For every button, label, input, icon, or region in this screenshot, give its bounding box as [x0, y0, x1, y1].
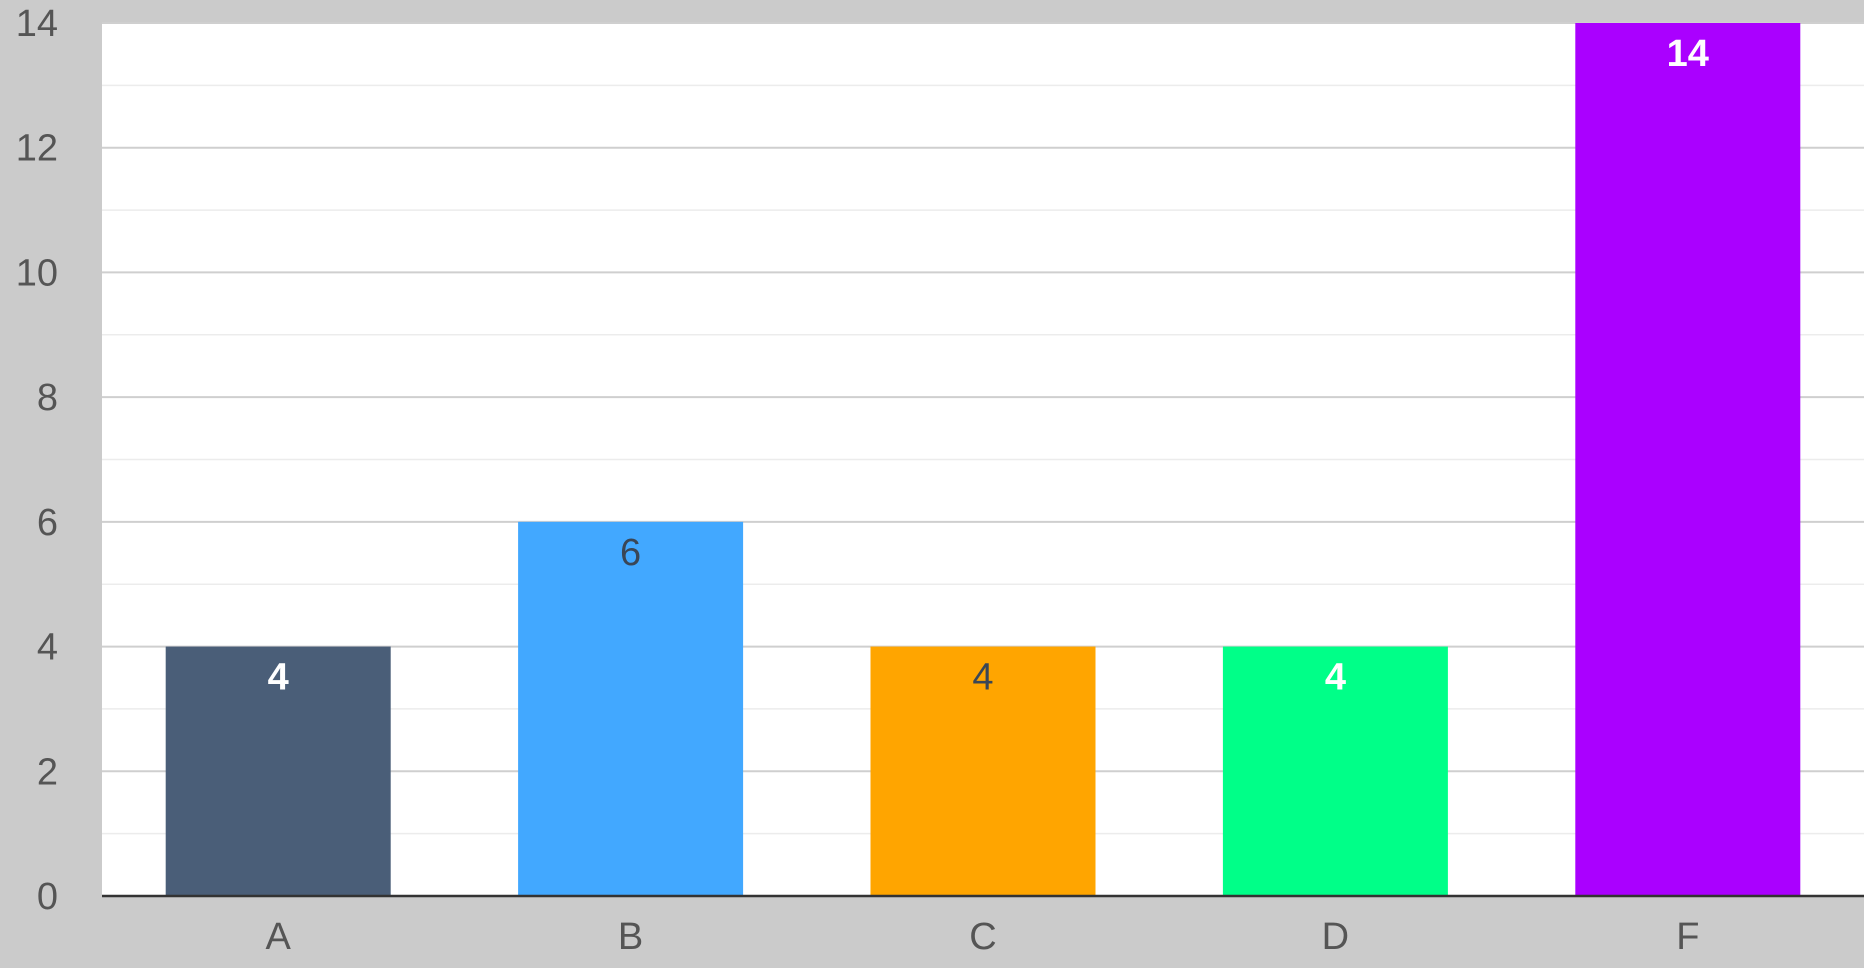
data-label: 4 — [1325, 657, 1346, 699]
y-tick-label: 4 — [37, 627, 58, 669]
x-tick-label: A — [266, 916, 292, 958]
y-tick-label: 10 — [16, 252, 58, 294]
bar-b — [518, 521, 744, 896]
x-tick-label: B — [618, 916, 643, 958]
bar-d — [1222, 646, 1448, 896]
data-label: 6 — [620, 532, 641, 574]
y-tick-label: 6 — [37, 502, 58, 544]
x-tick-label: F — [1676, 916, 1699, 958]
data-label: 4 — [268, 657, 289, 699]
data-label: 14 — [1667, 33, 1709, 75]
data-label: 4 — [972, 657, 993, 699]
bar-c — [870, 646, 1096, 896]
y-tick-label: 8 — [37, 377, 58, 419]
y-tick-label: 0 — [37, 876, 58, 918]
x-tick-label: D — [1322, 916, 1349, 958]
y-tick-label: 14 — [16, 3, 58, 45]
bar-a — [165, 646, 391, 896]
bar-f — [1575, 23, 1801, 896]
x-tick-label: C — [969, 916, 996, 958]
y-tick-label: 12 — [16, 128, 58, 170]
y-tick-label: 2 — [37, 751, 58, 793]
